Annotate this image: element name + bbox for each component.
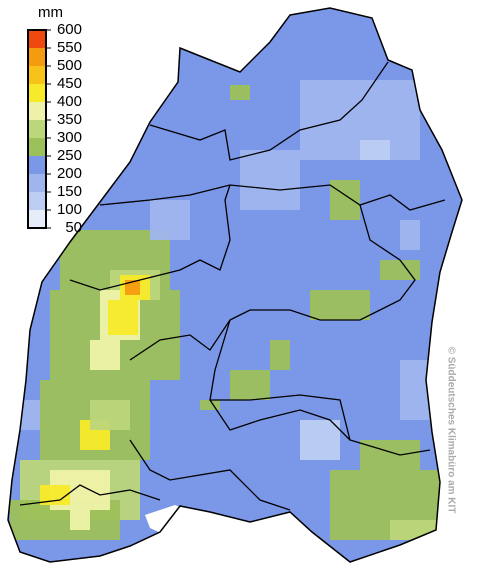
map-cell xyxy=(400,220,420,250)
map-cell xyxy=(270,340,290,370)
legend-swatch xyxy=(28,192,46,210)
legend-swatch xyxy=(28,174,46,192)
map-cell xyxy=(360,140,390,160)
map-cell xyxy=(125,280,140,295)
legend-swatch xyxy=(28,210,46,228)
legend-label: 450 xyxy=(57,75,82,92)
legend-frame xyxy=(27,29,47,229)
legend-label: 150 xyxy=(57,183,82,200)
map-cell xyxy=(108,300,138,335)
map-cell xyxy=(40,485,70,505)
district-border xyxy=(69,184,231,291)
map-cell xyxy=(310,290,370,320)
map-cell xyxy=(200,400,220,410)
map-cell xyxy=(360,440,420,470)
legend-label: 50 xyxy=(65,219,82,236)
legend-label: 200 xyxy=(57,165,82,182)
map-cell xyxy=(400,360,430,420)
legend-label: 350 xyxy=(57,111,82,128)
legend-swatch xyxy=(28,48,46,66)
district-border xyxy=(99,184,446,211)
map-cell xyxy=(330,180,360,220)
legend-label: 600 xyxy=(57,21,82,38)
legend-unit: mm xyxy=(38,4,63,21)
legend-swatch xyxy=(28,156,46,174)
legend-swatch xyxy=(28,84,46,102)
district-border xyxy=(129,439,291,511)
map-cell xyxy=(70,510,90,530)
legend-label: 300 xyxy=(57,129,82,146)
legend-label: 100 xyxy=(57,201,82,218)
state-border xyxy=(7,7,463,563)
legend-swatch xyxy=(28,66,46,84)
map-cell xyxy=(150,200,190,240)
map-area xyxy=(7,7,463,563)
legend-swatch xyxy=(28,30,46,48)
map-cell xyxy=(230,85,250,100)
legend-label: 400 xyxy=(57,93,82,110)
map-cell xyxy=(300,420,340,460)
legend-swatch xyxy=(28,138,46,156)
map-cell xyxy=(90,340,120,370)
legend-label: 500 xyxy=(57,57,82,74)
legend-label: 550 xyxy=(57,39,82,56)
legend-swatch xyxy=(28,102,46,120)
map-cell xyxy=(240,150,300,210)
lake xyxy=(145,505,200,535)
map-cell xyxy=(90,400,130,430)
map-cell xyxy=(20,400,40,430)
credit: © Süddeutsches Klimabüro am KIT xyxy=(445,347,456,514)
map-cell xyxy=(230,370,270,400)
district-border xyxy=(149,61,389,161)
district-border xyxy=(209,399,351,441)
district-border xyxy=(229,204,416,321)
district-border xyxy=(19,484,161,506)
legend-label: 250 xyxy=(57,147,82,164)
map-cell xyxy=(380,260,420,280)
map-cell xyxy=(390,520,440,540)
legend-swatch xyxy=(28,120,46,138)
cells xyxy=(10,80,440,540)
